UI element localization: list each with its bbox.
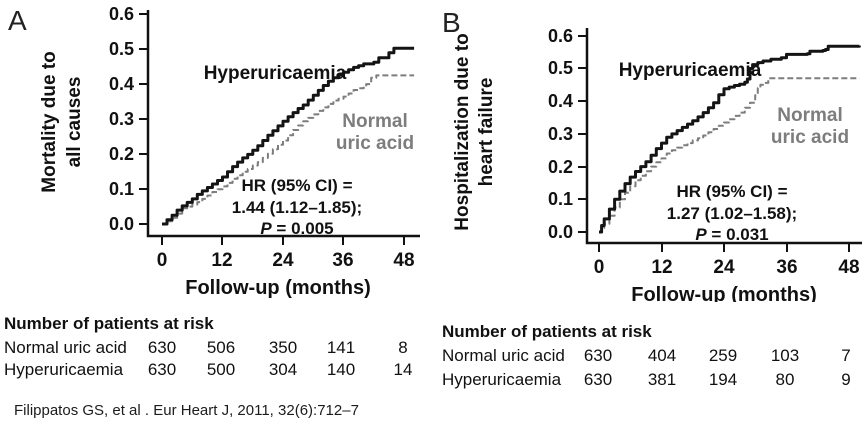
citation: Filippatos GS, et al . Eur Heart J, 2011…	[14, 402, 359, 419]
panel-a-ytick-3: 0.3	[109, 109, 134, 129]
panel-b-hyperuricaemia-label: Hyperuricaemia	[619, 60, 762, 81]
panel-b-p-value: P = 0.031	[695, 225, 768, 244]
panel-b-risk-row1-v2: 259	[708, 346, 738, 365]
panel-a-ylabel-line1: Mortality due to	[39, 51, 60, 192]
panel-b-xaxis-title: Follow-up (months)	[631, 284, 817, 302]
panel-a-risk-row1-label: Normal uric acid	[4, 338, 127, 357]
panel-a-xtick-0: 0	[157, 250, 168, 271]
panel-a-ytick-0: 0.0	[109, 214, 134, 234]
panel-b-normal-label-line2: uric acid	[771, 127, 849, 148]
panel-b-axes	[585, 28, 862, 245]
panel-b-risk-row2-v0: 630	[583, 370, 613, 389]
panel-b-ylabel-line1: Hospitalization due to	[452, 33, 473, 230]
panel-a: A Mortality due to all causes 0.0 0.1 0.…	[4, 4, 420, 379]
panel-b-ytick-4: 0.4	[548, 91, 573, 111]
panel-b-risk-row2-v4: 9	[841, 370, 851, 389]
panel-a-ytick-5: 0.5	[109, 39, 134, 59]
panel-a-risk-row2-v2: 304	[268, 360, 298, 379]
panel-a-ytick-6: 0.6	[109, 4, 134, 24]
panel-b: B Hospitalization due to heart failure 0…	[432, 0, 864, 431]
panel-a-letter: A	[8, 5, 27, 36]
panel-b-risk-row2-v2: 194	[708, 370, 738, 389]
panel-a-risk-row2-v3: 140	[326, 360, 356, 379]
panel-a-x-ticks	[161, 236, 405, 245]
panel-b-xtick-24: 24	[713, 257, 735, 278]
panel-a-hyperuricaemia-label: Hyperuricaemia	[204, 63, 347, 84]
panel-a-xtick-24: 24	[272, 250, 294, 271]
panel-b-p-rest: = 0.031	[707, 225, 769, 244]
panel-a-risk-row1-v1: 506	[206, 338, 236, 357]
panel-b-ytick-3: 0.3	[548, 124, 573, 144]
panel-b-risk-row1-v1: 404	[647, 346, 677, 365]
panel-a-xtick-36: 36	[332, 250, 353, 271]
panel-b-risk-title: Number of patients at risk	[442, 322, 652, 341]
panel-a-risk-row2-v0: 630	[147, 360, 177, 379]
panel-b-ytick-0: 0.0	[548, 222, 573, 242]
panel-b-plot: B Hospitalization due to heart failure 0…	[442, 7, 862, 302]
panel-b-letter: B	[442, 7, 461, 38]
panel-b-risk-row1-v3: 103	[770, 346, 800, 365]
panel-b-risk-row2-v3: 80	[775, 370, 795, 389]
panel-b-hr-line2: 1.27 (1.02–1.58);	[667, 204, 797, 223]
panel-a-risk-row1-v4: 8	[398, 338, 408, 357]
panel-b-risk-row2-v1: 381	[647, 370, 677, 389]
panel-b-risk-row2-label: Hyperuricaemia	[442, 370, 562, 389]
panel-a-p-value: P = 0.005	[260, 219, 333, 238]
panel-a-ytick-1: 0.1	[109, 179, 134, 199]
panel-a-risk-title: Number of patients at risk	[4, 314, 214, 333]
panel-b-hyperuricaemia-curve	[599, 44, 861, 234]
panel-b-xtick-12: 12	[651, 257, 672, 278]
panel-b-x-ticks	[598, 243, 850, 252]
panel-a-p-rest: = 0.005	[272, 219, 334, 238]
panel-a-axes	[146, 10, 420, 238]
panel-a-normal-label-line2: uric acid	[336, 133, 414, 154]
panel-b-risk-row1-label: Normal uric acid	[442, 346, 565, 365]
panel-b-p-symbol: P	[695, 225, 707, 244]
panel-a-risk-row1-v3: 141	[326, 338, 356, 357]
panel-a-risk-row1-v0: 630	[147, 338, 177, 357]
panel-a-ylabel-line2: all causes	[64, 77, 85, 168]
panel-a-risk-row2-v4: 14	[393, 360, 413, 379]
panel-a-hyperuricaemia-curve	[162, 46, 415, 226]
panel-b-ytick-2: 0.2	[548, 157, 573, 177]
panel-a-hr-line1: HR (95% CI) =	[242, 176, 353, 195]
panel-a-risk-row1-v2: 350	[268, 338, 298, 357]
panel-b-xtick-36: 36	[776, 257, 797, 278]
panel-a-xtick-48: 48	[393, 250, 414, 271]
panel-b-y-ticks	[578, 35, 587, 233]
panel-a-normal-label-line1: Normal	[342, 111, 407, 132]
panel-a-risk-row2-v1: 500	[206, 360, 236, 379]
panel-b-normal-uric-acid-curve	[599, 77, 860, 233]
panel-b-ytick-6: 0.6	[548, 26, 573, 46]
panel-a-hr-line2: 1.44 (1.12–1.85);	[232, 198, 362, 217]
panel-a-ytick-2: 0.2	[109, 144, 134, 164]
panel-a-normal-uric-acid-curve	[162, 74, 415, 225]
panel-b-xtick-0: 0	[594, 257, 605, 278]
panel-b-risk-row1-v4: 7	[841, 346, 851, 365]
panel-a-ytick-4: 0.4	[109, 74, 134, 94]
panel-b-normal-label-line1: Normal	[777, 105, 842, 126]
panel-a-p-symbol: P	[260, 219, 272, 238]
panel-b-ytick-1: 0.1	[548, 189, 573, 209]
panel-a-y-ticks	[139, 13, 148, 225]
panel-a-plot: A Mortality due to all causes 0.0 0.1 0.…	[8, 4, 420, 299]
panel-b-risk-row1-v0: 630	[583, 346, 613, 365]
panel-b-xtick-48: 48	[838, 257, 859, 278]
panel-b-hr-line1: HR (95% CI) =	[677, 182, 788, 201]
panel-a-risk-row2-label: Hyperuricaemia	[4, 360, 124, 379]
panel-a-xtick-12: 12	[211, 250, 232, 271]
panel-a-xaxis-title: Follow-up (months)	[185, 277, 371, 299]
panel-b-ylabel-line2: heart failure	[476, 78, 497, 187]
panel-b-ytick-5: 0.5	[548, 58, 573, 78]
